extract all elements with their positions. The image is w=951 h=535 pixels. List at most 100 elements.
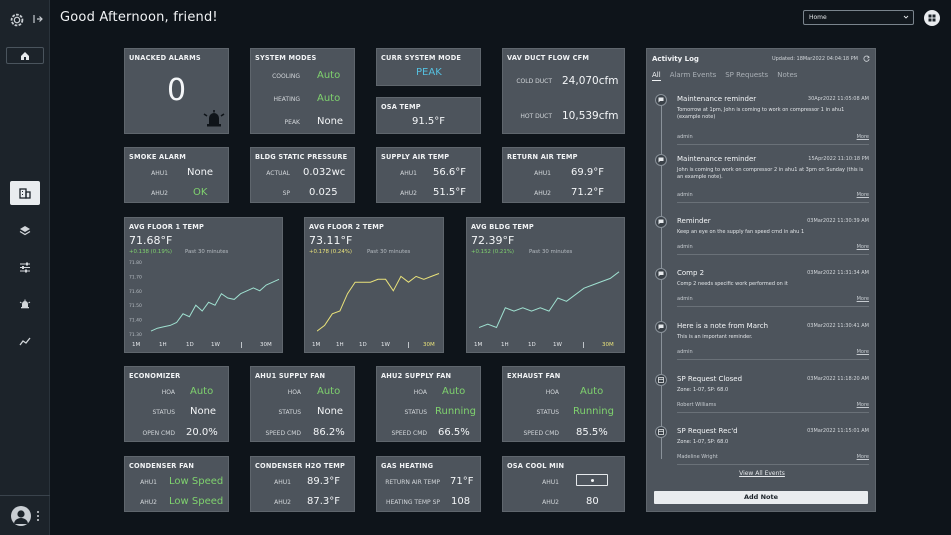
entry-date: 03Mar2022 11:31:34 AM bbox=[807, 270, 869, 276]
tile-ahu2-supply-fan[interactable]: AHU2 SUPPLY FAN HOA Auto STATUS Running … bbox=[376, 366, 481, 442]
entry-more-link[interactable]: More bbox=[856, 349, 869, 355]
entry-more-link[interactable]: More bbox=[856, 134, 869, 140]
range-1h[interactable]: 1H bbox=[336, 342, 344, 348]
activity-entry[interactable]: Reminder 03Mar2022 11:30:39 AM Keep an eye… bbox=[677, 217, 869, 261]
row-value: 56.6°F bbox=[433, 167, 467, 178]
tile-avg-floor1-temp[interactable]: AVG FLOOR 1 TEMP 71.68°F +0.138 (0.19%) … bbox=[124, 217, 283, 353]
tile-title: VAV DUCT FLOW CFM bbox=[507, 54, 590, 62]
row-label: HEATING bbox=[273, 96, 300, 103]
entry-more-link[interactable]: More bbox=[856, 402, 869, 408]
tab-notes[interactable]: Notes bbox=[777, 71, 798, 79]
tile-osa-cool-min[interactable]: OSA COOL MIN AHU1 AHU2 80 bbox=[502, 456, 625, 512]
tile-condenser-h2o-temp[interactable]: CONDENSER H2O TEMP AHU1 89.3°F AHU2 87.3… bbox=[250, 456, 355, 512]
refresh-icon[interactable] bbox=[863, 55, 870, 62]
entry-date: 15Apr2022 11:10:18 PM bbox=[808, 156, 869, 162]
row-label: SPEED CMD bbox=[265, 430, 301, 437]
row-label: AHU2 bbox=[542, 499, 559, 506]
range-1d[interactable]: 1D bbox=[186, 342, 194, 348]
apps-button[interactable] bbox=[924, 10, 940, 26]
row-value: 108 bbox=[451, 496, 471, 507]
range-1w[interactable]: 1W bbox=[211, 342, 220, 348]
range-1m[interactable]: 1M bbox=[132, 342, 141, 348]
sidebar-item-trends[interactable] bbox=[0, 328, 50, 354]
entry-date: 03Mar2022 11:30:39 AM bbox=[807, 218, 869, 224]
row-label: AHU2 bbox=[140, 499, 157, 506]
range-30m[interactable]: 30M bbox=[423, 342, 435, 348]
chart-period: Past 30 minutes bbox=[529, 249, 573, 255]
entry-more-link[interactable]: More bbox=[856, 454, 869, 460]
gear-icon[interactable] bbox=[8, 11, 26, 29]
tile-gas-heating[interactable]: GAS HEATING RETURN AIR TEMP 71°F HEATING… bbox=[376, 456, 481, 512]
row-label: AHU2 bbox=[151, 190, 168, 197]
tile-condenser-fan[interactable]: CONDENSER FAN AHU1 Low Speed AHU2 Low Sp… bbox=[124, 456, 229, 512]
range-30m[interactable]: 30M bbox=[602, 342, 614, 348]
add-note-button[interactable]: Add Note bbox=[654, 491, 868, 504]
entry-date: 30Apr2022 11:05:08 AM bbox=[807, 96, 869, 102]
tile-exhaust-fan[interactable]: EXHAUST FAN HOA Auto STATUS Running SPEE… bbox=[502, 366, 625, 442]
range-1m[interactable]: 1M bbox=[474, 342, 483, 348]
tab-all[interactable]: All bbox=[652, 71, 661, 81]
tile-smoke-alarm[interactable]: SMOKE ALARM AHU1 None AHU2 OK bbox=[124, 147, 229, 203]
entry-author: admin bbox=[677, 192, 693, 198]
activity-entry[interactable]: SP Request Rec'd 03Mar2022 11:15:01 AM Zon… bbox=[677, 427, 869, 471]
activity-entry[interactable]: Comp 2 03Mar2022 11:31:34 AM Comp 2 needs … bbox=[677, 269, 869, 313]
avatar[interactable] bbox=[11, 506, 31, 526]
activity-entry[interactable]: SP Request Closed 03Mar2022 11:18:20 AM Zo… bbox=[677, 375, 869, 419]
tile-curr-system-mode[interactable]: CURR SYSTEM MODE PEAK bbox=[376, 48, 481, 86]
range-1h[interactable]: 1H bbox=[159, 342, 167, 348]
tile-bldg-static-pressure[interactable]: BLDG STATIC PRESSURE ACTUAL 0.032wc SP 0… bbox=[250, 147, 355, 203]
entry-more-link[interactable]: More bbox=[856, 296, 869, 302]
entry-body: Tomorrow at 1pm, John is coming to work … bbox=[677, 107, 845, 120]
activity-entry[interactable]: Maintenance reminder 15Apr2022 11:10:18 P… bbox=[677, 155, 869, 209]
kebab-menu-icon[interactable] bbox=[36, 510, 40, 522]
y-tick-label: 71.40 bbox=[129, 318, 142, 324]
tile-title: OSA TEMP bbox=[381, 103, 421, 111]
tile-avg-floor2-temp[interactable]: AVG FLOOR 2 TEMP 73.11°F +0.178 (0.24%) … bbox=[304, 217, 444, 353]
range-1h[interactable]: 1H bbox=[501, 342, 509, 348]
activity-entry[interactable]: Here is a note from March 03Mar2022 11:30… bbox=[677, 322, 869, 366]
view-all-events-link[interactable]: View All Events bbox=[739, 470, 785, 477]
tile-economizer[interactable]: ECONOMIZER HOA Auto STATUS None OPEN CMD… bbox=[124, 366, 229, 442]
tile-supply-air-temp[interactable]: SUPPLY AIR TEMP AHU1 56.6°F AHU2 51.5°F bbox=[376, 147, 481, 203]
row-label: RETURN AIR TEMP bbox=[385, 479, 440, 486]
input-indicator bbox=[591, 479, 594, 482]
range-1d[interactable]: 1D bbox=[359, 342, 367, 348]
row-value: 51.5°F bbox=[433, 187, 467, 198]
entry-more-link[interactable]: More bbox=[856, 244, 869, 250]
tile-unacked-alarms[interactable]: UNACKED ALARMS 0 bbox=[124, 48, 229, 134]
location-select[interactable]: Home bbox=[803, 10, 914, 25]
range-1w[interactable]: 1W bbox=[381, 342, 390, 348]
tile-avg-bldg-temp[interactable]: AVG BLDG TEMP 72.39°F +0.152 (0.21%) Pas… bbox=[466, 217, 625, 353]
tile-vav-duct-flow[interactable]: VAV DUCT FLOW CFM COLD DUCT 24,070cfm HO… bbox=[502, 48, 625, 134]
range-30m[interactable]: 30M bbox=[260, 342, 272, 348]
tile-title: UNACKED ALARMS bbox=[129, 54, 201, 62]
tile-osa-temp[interactable]: OSA TEMP 91.5°F bbox=[376, 97, 481, 134]
row-label: STATUS bbox=[404, 409, 427, 416]
tile-ahu1-supply-fan[interactable]: AHU1 SUPPLY FAN HOA Auto STATUS None SPE… bbox=[250, 366, 355, 442]
expand-sidebar-icon[interactable] bbox=[33, 14, 43, 24]
home-button[interactable] bbox=[6, 47, 44, 64]
row-value: Auto bbox=[442, 386, 466, 397]
sidebar-item-alarms[interactable] bbox=[0, 291, 50, 317]
row-label: HOA bbox=[413, 389, 427, 396]
sidebar-item-building[interactable] bbox=[0, 180, 50, 206]
range-1w[interactable]: 1W bbox=[553, 342, 562, 348]
entry-more-link[interactable]: More bbox=[856, 192, 869, 198]
page-title: Good Afternoon, friend! bbox=[60, 10, 218, 25]
tile-return-air-temp[interactable]: RETURN AIR TEMP AHU1 69.9°F AHU2 71.2°F bbox=[502, 147, 625, 203]
sidebar-item-layers[interactable] bbox=[0, 217, 50, 243]
activity-entry[interactable]: Maintenance reminder 30Apr2022 11:05:08 A… bbox=[677, 95, 869, 151]
row-value: Low Speed bbox=[169, 476, 224, 487]
range-1d[interactable]: 1D bbox=[528, 342, 536, 348]
range-1m[interactable]: 1M bbox=[312, 342, 321, 348]
tab-alarm-events[interactable]: Alarm Events bbox=[669, 71, 717, 79]
tile-system-modes[interactable]: SYSTEM MODES COOLING Auto HEATING Auto P… bbox=[250, 48, 355, 134]
row-value: Auto bbox=[190, 386, 214, 397]
sidebar-item-controls[interactable] bbox=[0, 254, 50, 280]
tab-sp-requests[interactable]: SP Requests bbox=[725, 71, 769, 79]
row-label: HOT DUCT bbox=[520, 113, 552, 120]
row-value: OK bbox=[193, 187, 208, 198]
ahu1-cool-min-input[interactable] bbox=[576, 474, 608, 486]
note-icon bbox=[655, 216, 667, 228]
tile-title: OSA COOL MIN bbox=[507, 462, 565, 470]
